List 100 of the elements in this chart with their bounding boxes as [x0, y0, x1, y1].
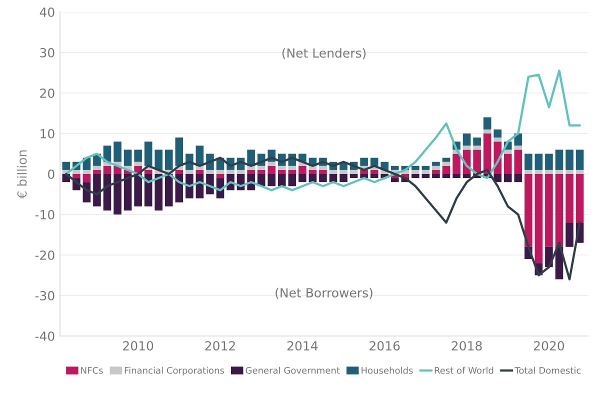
- y-tick-label: -30: [35, 290, 54, 300]
- line-series: [65, 70, 581, 192]
- y-tick-label: 30: [40, 48, 54, 58]
- x-tick-label: 2012: [205, 341, 235, 351]
- bar: [278, 166, 286, 170]
- bar: [247, 170, 255, 174]
- line-series: [65, 156, 581, 280]
- bar: [154, 174, 163, 210]
- bar: [164, 174, 173, 206]
- bar: [524, 170, 532, 174]
- bar: [462, 174, 471, 178]
- bar: [545, 170, 553, 174]
- bar: [319, 170, 327, 174]
- y-axis-title: € billion: [17, 150, 27, 199]
- bar: [236, 170, 245, 174]
- bar: [329, 170, 338, 174]
- bar: [432, 174, 440, 178]
- bar: [483, 117, 492, 130]
- bar: [154, 150, 163, 170]
- bar: [504, 150, 512, 154]
- bar: [72, 170, 80, 174]
- bar: [340, 170, 348, 174]
- bar: [319, 174, 327, 182]
- bar: [268, 174, 276, 186]
- x-tick-label: 2018: [452, 341, 482, 351]
- bar: [278, 170, 286, 174]
- y-tick-label: 20: [40, 88, 54, 98]
- bar: [288, 166, 296, 170]
- bar: [62, 162, 70, 170]
- bar: [186, 170, 194, 174]
- bar: [144, 142, 152, 166]
- bar: [350, 174, 358, 178]
- legend-label: Total Domestic: [514, 366, 581, 374]
- bar: [319, 166, 327, 170]
- y-tick-label: 40: [40, 7, 54, 17]
- bar: [452, 174, 460, 178]
- bar: [164, 150, 173, 170]
- bar: [93, 166, 101, 170]
- bar: [360, 158, 368, 166]
- bar: [360, 174, 368, 178]
- bar: [432, 170, 440, 174]
- bar: [412, 170, 420, 174]
- bar: [422, 170, 430, 174]
- bar: [555, 170, 564, 174]
- bar: [534, 174, 543, 264]
- bar: [288, 170, 296, 174]
- bar: [514, 150, 522, 174]
- legend-label: NFCs: [81, 366, 103, 374]
- bar: [257, 170, 266, 174]
- bar: [576, 150, 584, 170]
- bar: [134, 150, 142, 162]
- y-tick-label: -10: [35, 210, 54, 220]
- bar: [555, 174, 564, 247]
- bar: [494, 174, 502, 182]
- legend-label: General Government: [246, 366, 340, 374]
- y-tick-label: 0: [48, 169, 54, 179]
- bar: [114, 142, 122, 162]
- bar: [82, 174, 91, 182]
- x-tick-label: 2014: [287, 341, 318, 351]
- bar: [534, 170, 543, 174]
- bar: [452, 154, 460, 174]
- bar: [370, 170, 378, 174]
- bar: [514, 146, 522, 150]
- bar: [278, 174, 286, 186]
- y-tick-label: 10: [40, 128, 54, 138]
- bar: [144, 170, 152, 174]
- bar: [93, 170, 101, 174]
- bar: [422, 174, 430, 178]
- bar: [268, 166, 276, 174]
- bar: [360, 170, 368, 174]
- bar: [566, 170, 574, 174]
- bar: [483, 129, 492, 134]
- bar: [442, 158, 450, 162]
- bar: [432, 162, 440, 166]
- bar: [134, 174, 142, 206]
- bar: [196, 170, 204, 174]
- bar: [93, 174, 101, 206]
- bar: [175, 138, 184, 166]
- bar: [432, 166, 440, 170]
- bar: [134, 162, 142, 166]
- bar: [442, 166, 450, 174]
- bar: [288, 174, 296, 186]
- bar: [555, 150, 564, 170]
- bar: [308, 170, 317, 174]
- y-tick-label: -20: [35, 250, 54, 260]
- bar: [124, 150, 132, 166]
- legend-label: Rest of World: [434, 366, 494, 374]
- bar: [103, 166, 112, 174]
- x-tick-label: 2010: [123, 341, 154, 351]
- bar: [247, 166, 255, 170]
- bar: [494, 138, 502, 142]
- annotation: (Net Lenders): [282, 48, 366, 60]
- bar: [473, 138, 481, 146]
- bar: [82, 170, 91, 174]
- bar: [206, 170, 214, 174]
- bar: [566, 174, 574, 223]
- bar: [175, 170, 184, 174]
- legend-label: Financial Corporations: [124, 366, 224, 376]
- bar: [370, 174, 378, 178]
- bar: [462, 134, 471, 146]
